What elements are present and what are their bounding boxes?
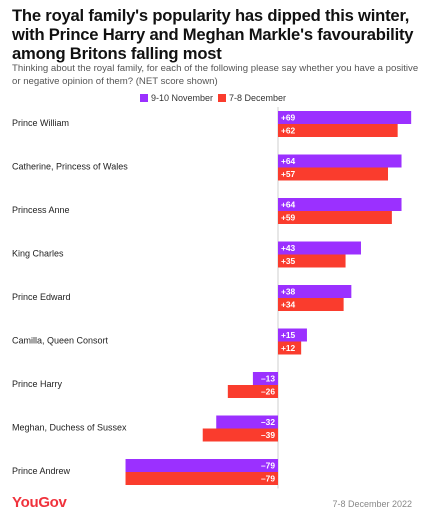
category-label: Camilla, Queen Consort [12, 336, 109, 346]
data-label: –79 [261, 474, 275, 484]
category-label: Prince Harry [12, 379, 63, 389]
data-label: +34 [281, 300, 296, 310]
bar-series-a [278, 285, 352, 298]
bar-series-b [278, 254, 346, 268]
bar-series-b [125, 472, 278, 485]
chart-subtitle: Thinking about the royal family, for eac… [12, 63, 419, 87]
data-label: +64 [281, 200, 296, 210]
legend-item-series-b: 7-8 December [218, 93, 286, 103]
data-label: –79 [261, 461, 275, 471]
bar-series-a [278, 154, 402, 168]
data-label: +43 [281, 243, 296, 253]
bar-series-b [278, 167, 389, 181]
data-label: +64 [281, 156, 296, 166]
bar-series-b [278, 298, 344, 311]
legend-swatch-series-b [218, 94, 226, 102]
category-label: Princess Anne [12, 205, 70, 215]
bar-series-b [278, 341, 302, 355]
bar-series-a [278, 241, 361, 255]
legend-swatch-series-a [140, 94, 148, 102]
category-label: Prince William [12, 118, 69, 128]
bar-series-b [278, 124, 398, 137]
category-label: Prince Edward [12, 292, 71, 302]
bar-series-a [278, 328, 307, 342]
data-label: –13 [261, 374, 275, 384]
category-label: Meghan, Duchess of Sussex [12, 423, 127, 433]
data-label: +12 [281, 343, 296, 353]
data-label: +35 [281, 256, 296, 266]
legend-label-series-a: 9-10 November [151, 93, 214, 103]
bar-series-a [216, 415, 278, 429]
bar-series-a [278, 111, 412, 124]
category-label: Prince Andrew [12, 466, 71, 476]
category-label: Catherine, Princess of Wales [12, 162, 128, 172]
bar-series-b [278, 211, 392, 224]
bar-series-a [278, 198, 402, 211]
data-label: –32 [261, 417, 275, 427]
legend-label-series-b: 7-8 December [229, 93, 287, 103]
chart-title: The royal family's popularity has dipped… [12, 6, 414, 63]
bar-series-b [202, 428, 278, 442]
category-label: King Charles [12, 249, 64, 259]
data-label: +59 [281, 213, 296, 223]
yougov-logo: YouGov [12, 494, 67, 511]
data-label: –26 [261, 387, 275, 397]
bar-series-a [252, 372, 278, 385]
data-label: +15 [281, 330, 296, 340]
legend-item-series-a: 9-10 November [140, 93, 213, 103]
bar-series-b [227, 385, 278, 398]
data-label: +62 [281, 126, 296, 136]
bar-series-a [125, 459, 278, 472]
data-label: +57 [281, 169, 296, 179]
data-label: +69 [281, 113, 296, 123]
footer-date: 7-8 December 2022 [332, 499, 412, 509]
data-label: +38 [281, 287, 296, 297]
legend: 9-10 November 7-8 December [0, 93, 436, 105]
data-label: –39 [261, 430, 275, 440]
